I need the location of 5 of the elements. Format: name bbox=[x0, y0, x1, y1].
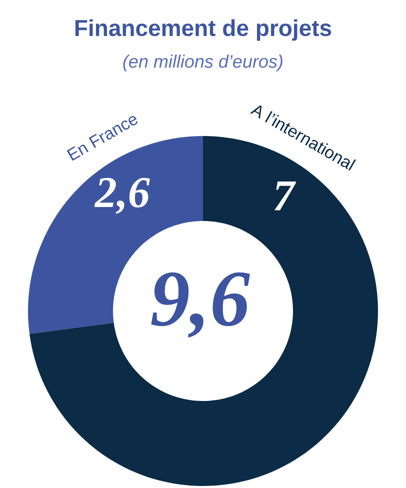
text: 9,6 bbox=[151, 272, 250, 338]
data-label: 7 bbox=[274, 181, 296, 210]
chart-title: Financement de projets bbox=[75, 19, 332, 41]
chart-subtitle: (en millions d’euros) bbox=[123, 54, 282, 72]
data-label: 2,6 bbox=[94, 178, 150, 214]
